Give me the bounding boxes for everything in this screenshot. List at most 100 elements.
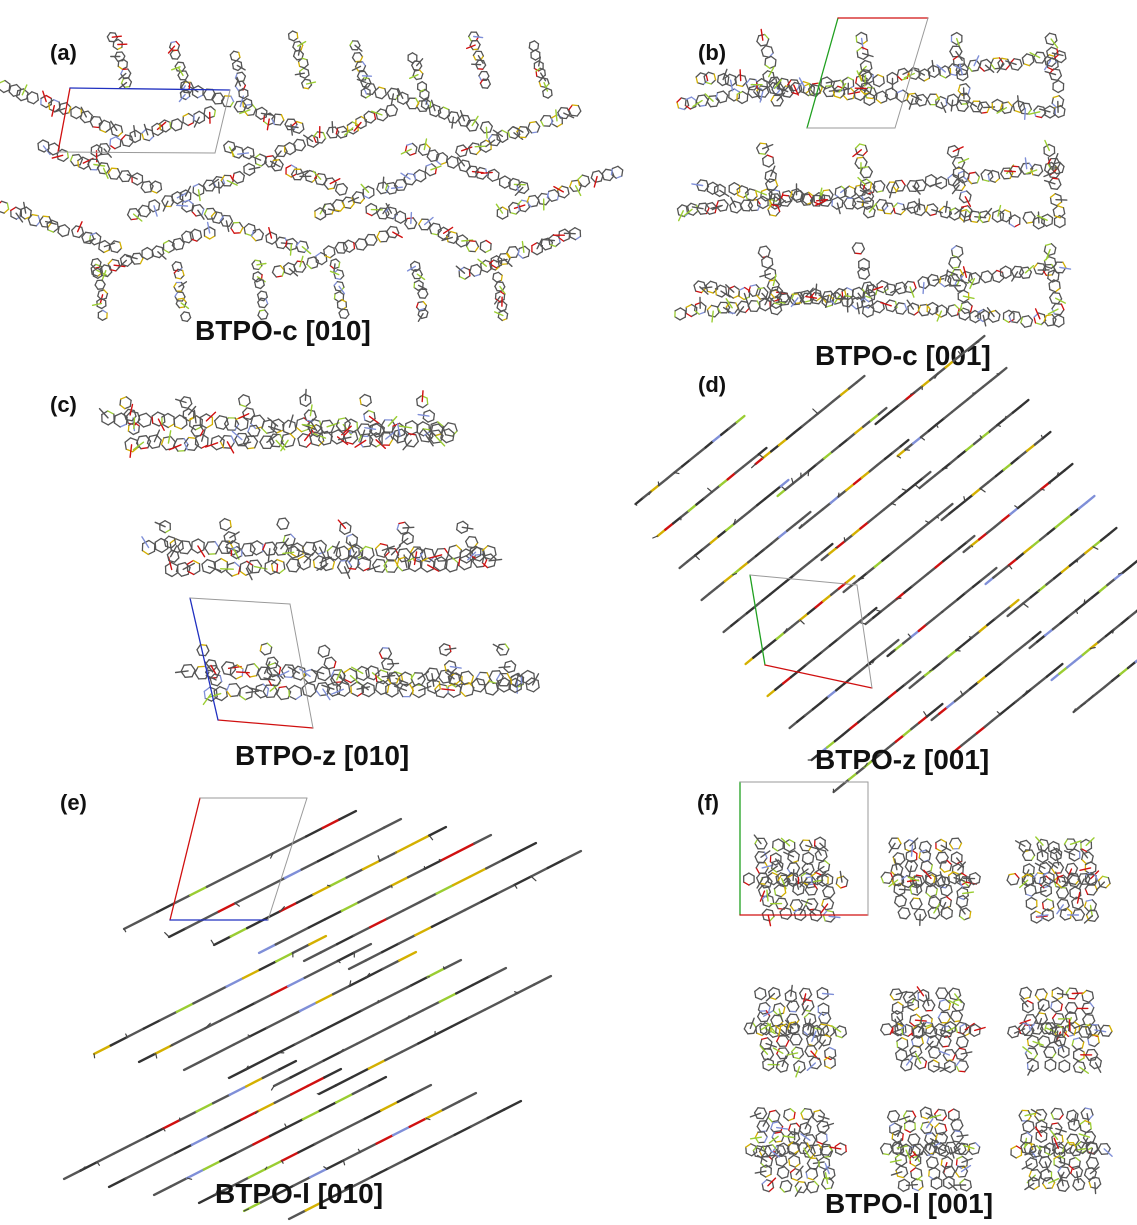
bond xyxy=(197,545,206,558)
bond xyxy=(690,312,698,318)
bond xyxy=(936,64,946,73)
bond xyxy=(944,200,948,213)
bond xyxy=(926,273,933,280)
bond xyxy=(799,199,805,206)
bond xyxy=(1052,292,1060,295)
bond xyxy=(69,154,74,162)
bond xyxy=(539,203,547,206)
bond xyxy=(706,309,710,317)
bond xyxy=(944,73,952,79)
bond xyxy=(962,266,968,278)
bond xyxy=(259,435,265,443)
bond xyxy=(683,104,690,111)
bond xyxy=(398,547,408,551)
bond xyxy=(175,277,182,280)
bond xyxy=(233,170,241,175)
bond xyxy=(320,564,327,572)
bond xyxy=(999,274,1007,279)
bond xyxy=(764,45,773,48)
bond xyxy=(951,63,959,66)
bond xyxy=(843,197,848,204)
bond xyxy=(774,179,779,187)
bond xyxy=(167,412,175,418)
bond xyxy=(90,267,93,275)
bond xyxy=(1020,168,1025,175)
bond xyxy=(759,298,766,303)
bond xyxy=(778,292,782,300)
bond xyxy=(765,245,771,252)
bond xyxy=(496,215,504,220)
bond xyxy=(411,60,416,66)
bond xyxy=(465,240,471,247)
bond xyxy=(259,284,265,290)
bond xyxy=(744,188,751,194)
bond xyxy=(187,566,191,575)
bond xyxy=(442,422,449,429)
bond xyxy=(282,551,295,555)
bond xyxy=(107,420,115,426)
bond xyxy=(875,92,878,101)
bond xyxy=(895,281,903,285)
bond xyxy=(223,535,227,543)
bond xyxy=(914,69,926,76)
bond xyxy=(1001,57,1009,61)
bond xyxy=(949,50,954,58)
bond xyxy=(469,545,477,550)
bond xyxy=(368,77,372,84)
bond xyxy=(199,203,205,210)
bond xyxy=(1005,60,1017,66)
bond xyxy=(56,221,59,230)
bond xyxy=(745,82,750,90)
bond xyxy=(349,44,353,51)
bond xyxy=(320,558,324,567)
bond xyxy=(544,69,546,76)
bond xyxy=(487,545,496,549)
bond xyxy=(873,87,878,95)
bond xyxy=(369,430,376,436)
bond xyxy=(540,119,545,127)
bond xyxy=(892,206,896,214)
bond xyxy=(853,191,860,197)
bond xyxy=(1,200,9,204)
bond xyxy=(1045,243,1053,247)
bond xyxy=(1056,183,1062,190)
bond xyxy=(181,540,184,550)
bond xyxy=(182,112,190,117)
bond xyxy=(178,306,185,309)
bond xyxy=(917,304,922,312)
bond xyxy=(314,673,318,682)
bond xyxy=(967,301,973,307)
bond xyxy=(997,107,1004,113)
bond xyxy=(37,142,40,151)
bond xyxy=(160,437,165,446)
bond xyxy=(807,88,812,96)
bond xyxy=(295,244,300,252)
bond xyxy=(1021,266,1029,269)
bond xyxy=(170,561,179,567)
bond xyxy=(543,238,556,242)
bond xyxy=(767,208,771,216)
bond xyxy=(501,206,509,211)
bond xyxy=(252,273,255,280)
bond xyxy=(787,84,792,91)
bond xyxy=(907,306,910,314)
bond xyxy=(213,212,218,220)
bond xyxy=(432,413,436,421)
bond xyxy=(492,273,495,280)
bond xyxy=(728,182,735,187)
bond xyxy=(814,199,827,206)
bond xyxy=(831,199,834,207)
bond xyxy=(769,198,777,202)
bond xyxy=(285,444,294,448)
bond xyxy=(365,669,368,679)
bond xyxy=(331,120,334,134)
bond xyxy=(999,265,1007,271)
bond xyxy=(1049,288,1057,293)
bond xyxy=(376,188,382,195)
bond xyxy=(916,205,920,213)
bond xyxy=(280,441,287,448)
bond xyxy=(0,200,3,204)
bond xyxy=(1048,252,1056,257)
bond xyxy=(862,52,874,58)
bond xyxy=(394,232,400,239)
